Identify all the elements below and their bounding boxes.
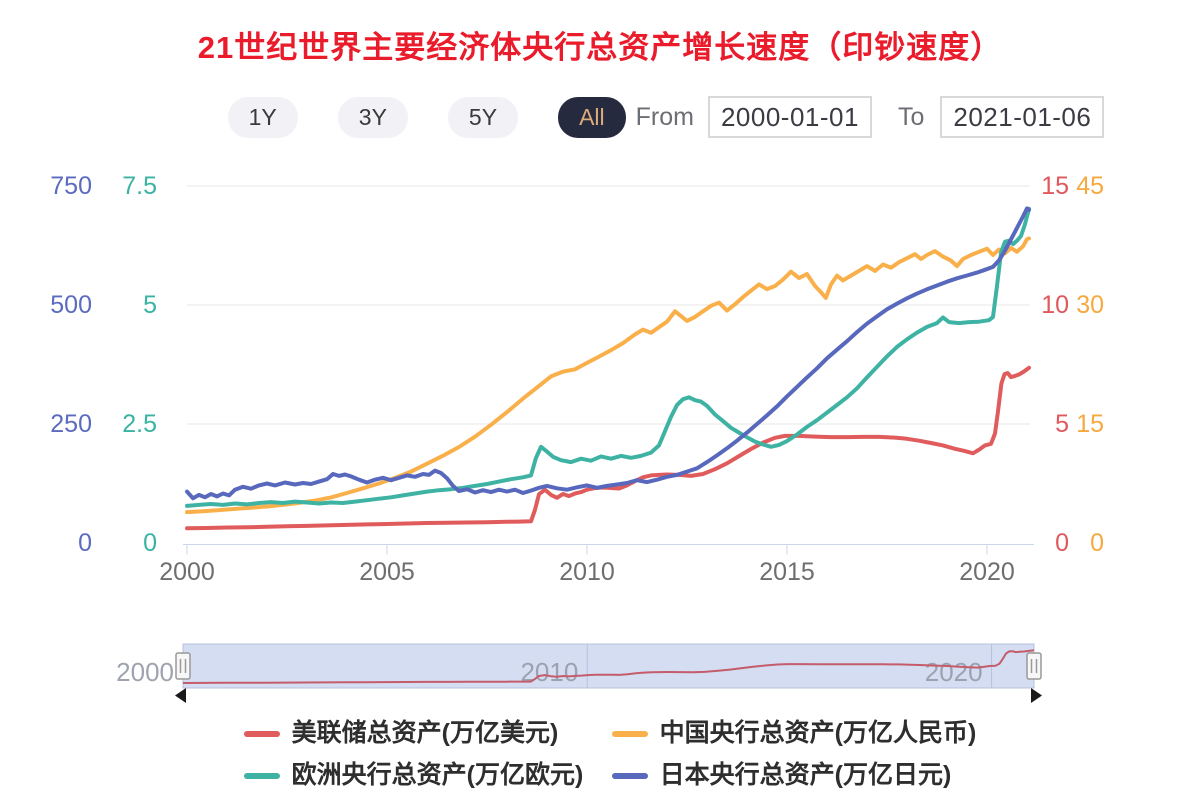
series-line-boj <box>185 206 1031 501</box>
svg-text:2010: 2010 <box>559 558 615 586</box>
y-axis-labels-eur: 0 2.5 5 7.5 <box>122 172 157 557</box>
y-axis-labels-usd: 0 5 10 15 <box>1041 172 1069 557</box>
svg-text:750: 750 <box>50 172 92 200</box>
navigator-year-label: 2020 <box>925 657 983 687</box>
svg-text:30: 30 <box>1076 291 1104 319</box>
series-line-fed <box>185 365 1031 531</box>
gridlines <box>183 185 1034 555</box>
svg-text:15: 15 <box>1041 172 1069 200</box>
legend-item-ecb[interactable]: 欧洲央行总资产(万亿欧元) <box>243 758 612 793</box>
legend-item-fed[interactable]: 美联储总资产(万亿美元) <box>243 716 612 751</box>
svg-text:250: 250 <box>50 410 92 438</box>
svg-text:2000: 2000 <box>159 558 215 586</box>
svg-text:2015: 2015 <box>759 558 815 586</box>
boj-line-marker-icon <box>611 772 648 779</box>
series-line-pboc <box>185 236 1031 515</box>
x-axis-labels: 2000 2005 2010 2015 2020 <box>159 558 1015 586</box>
svg-text:0: 0 <box>1090 529 1104 557</box>
series-line-ecb <box>185 206 1031 508</box>
from-date-input[interactable] <box>707 96 872 138</box>
svg-text:10: 10 <box>1041 291 1069 319</box>
fed-line-marker-icon <box>243 730 280 737</box>
navigator-scroll-left-arrow[interactable] <box>175 688 186 703</box>
range-button-5y[interactable]: 5Y <box>447 96 519 138</box>
navigator-scroll-right-arrow[interactable] <box>1031 688 1042 703</box>
svg-text:45: 45 <box>1076 172 1104 200</box>
range-selector: 1Y 3Y 5Y All From To <box>0 96 1200 138</box>
ecb-line-marker-icon <box>243 772 280 779</box>
svg-text:7.5: 7.5 <box>122 172 157 200</box>
to-date-input[interactable] <box>940 96 1105 138</box>
navigator-year-label: 2000 <box>116 657 174 687</box>
from-label: From <box>635 102 694 131</box>
pboc-line-marker-icon <box>611 730 648 737</box>
to-label: To <box>897 102 925 131</box>
range-button-3y[interactable]: 3Y <box>337 96 408 138</box>
svg-text:5: 5 <box>143 291 157 319</box>
navigator-handle-right[interactable] <box>1026 652 1042 680</box>
chart-title: 21世纪世界主要经济体央行总资产增长速度（印钞速度） <box>197 30 1003 65</box>
legend-label-boj: 日本央行总资产(万亿日元) <box>659 761 952 789</box>
svg-text:0: 0 <box>1055 529 1069 557</box>
svg-text:0: 0 <box>78 529 92 557</box>
svg-text:2020: 2020 <box>959 558 1015 586</box>
y-axis-labels-jpy: 0 250 500 750 <box>50 172 92 557</box>
svg-text:15: 15 <box>1076 410 1104 438</box>
range-button-all[interactable]: All <box>558 96 626 138</box>
svg-text:2005: 2005 <box>359 558 415 586</box>
legend-label-ecb: 欧洲央行总资产(万亿欧元) <box>291 761 584 789</box>
legend: 美联储总资产(万亿美元) 中国央行总资产(万亿人民币) 欧洲央行总资产(万亿欧元… <box>0 716 1200 793</box>
legend-label-fed: 美联储总资产(万亿美元) <box>291 719 559 747</box>
y-axis-labels-cny: 0 15 30 45 <box>1076 172 1104 557</box>
svg-text:2.5: 2.5 <box>122 410 157 438</box>
legend-item-pboc[interactable]: 中国央行总资产(万亿人民币) <box>611 716 977 751</box>
main-chart: 2000 2005 2010 2015 2020 0 250 500 750 0 2.5 5 7.5 0 5… <box>50 172 1104 703</box>
navigator: 2000 2010 2020 <box>116 643 1042 703</box>
navigator-mask[interactable] <box>182 643 1035 689</box>
svg-text:500: 500 <box>50 291 92 319</box>
range-button-1y[interactable]: 1Y <box>227 96 298 138</box>
legend-label-pboc: 中国央行总资产(万亿人民币) <box>659 719 977 747</box>
navigator-preview-line <box>182 649 1035 684</box>
navigator-handle-left[interactable] <box>175 652 191 680</box>
legend-item-boj[interactable]: 日本央行总资产(万亿日元) <box>611 758 977 793</box>
svg-text:5: 5 <box>1055 410 1069 438</box>
svg-text:0: 0 <box>143 529 157 557</box>
